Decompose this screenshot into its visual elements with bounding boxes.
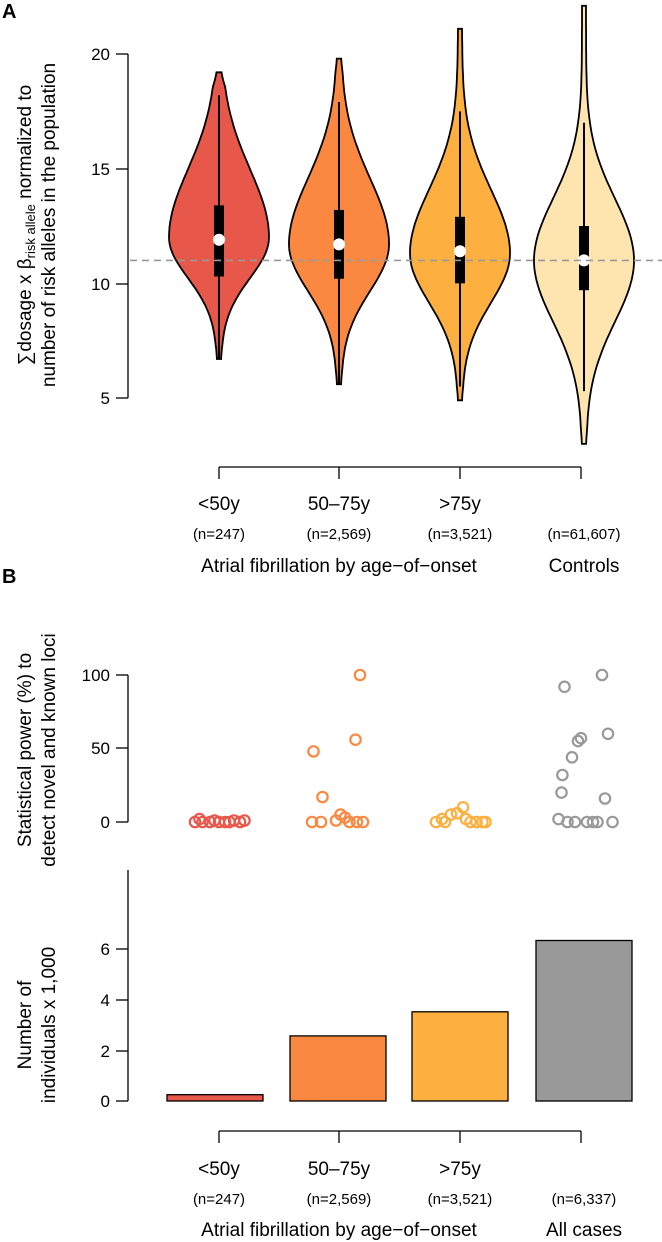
power-y-tick-label: 0 [101, 813, 110, 832]
bar-count-label: (n=247) [193, 1191, 245, 1208]
bar-y-axis-label: Number of individuals x 1,000 [15, 947, 60, 1103]
violin-group-label: 50–75y [308, 494, 371, 515]
violin-y-label-line1: ∑dosage x βrisk allele normalized to [15, 85, 38, 365]
violin-y-label-line2: number of risk alleles in the population [39, 63, 60, 387]
power-point [444, 808, 458, 821]
power-point [591, 815, 604, 829]
power-point [218, 815, 232, 829]
bar-category-label: 50–75y [308, 1159, 371, 1180]
violin-bracket-label: Atrial fibrillation by age−of−onset [201, 556, 477, 577]
individuals-bar-chart: 0 2 4 6 Number of individuals x 1,000 <5… [15, 870, 633, 1241]
violin-group-count: (n=3,521) [428, 526, 493, 543]
violin-median-point [578, 254, 590, 267]
bar-count-label: (n=2,569) [307, 1191, 372, 1208]
panel-b-label: B [2, 566, 16, 588]
power-point [307, 745, 320, 758]
bar-x-bracket [218, 1130, 582, 1143]
bar-y-label-line1: Number of [15, 980, 36, 1069]
power-point [429, 815, 443, 829]
violin-x-bracket [218, 466, 582, 479]
violins [168, 4, 635, 445]
power-point [238, 814, 251, 827]
power-point [555, 786, 568, 799]
power-point [456, 800, 470, 814]
violin-median-point [213, 233, 225, 246]
violin-y-axis-label: ∑dosage x βrisk allele normalized to num… [15, 63, 60, 387]
bar-category-label: >75y [439, 1159, 481, 1180]
power-scatter-chart: 0 50 100 Statistical power (%) to detect… [15, 633, 619, 867]
power-point [196, 815, 209, 829]
power-point [595, 668, 609, 682]
violin-median-point [333, 238, 345, 251]
individual-bars [166, 939, 633, 1102]
violin-y-tick-label: 5 [101, 389, 110, 408]
power-point [356, 815, 370, 829]
panel-a-label: A [2, 1, 16, 23]
power-point [470, 815, 483, 829]
power-point [314, 815, 328, 829]
bar-all-cases-label: All cases [546, 1220, 622, 1241]
violin-group-count: (n=61,607) [548, 526, 621, 543]
bar-y-tick-label: 2 [101, 1042, 110, 1061]
power-point [350, 815, 364, 829]
power-point [316, 790, 329, 804]
violin-y-tick-label: 10 [91, 275, 110, 294]
bar-y-tick-label: 0 [101, 1092, 110, 1111]
power-y-label-line1: Statistical power (%) to [15, 653, 36, 847]
violin-group-label: <50y [198, 494, 240, 515]
individuals-bar [166, 1094, 264, 1102]
bar-y-label-line2: individuals x 1,000 [39, 947, 60, 1103]
individuals-bar [535, 939, 633, 1102]
power-point [349, 733, 362, 746]
violin-y-axis: 5 10 15 20 [91, 45, 129, 408]
violin-median-point [454, 245, 466, 258]
power-point [565, 750, 579, 764]
bar-bracket-label: Atrial fibrillation by age−of−onset [201, 1220, 477, 1241]
power-point [479, 815, 492, 829]
power-point [568, 815, 582, 829]
bar-count-label: (n=3,521) [428, 1191, 493, 1208]
power-point [343, 815, 356, 829]
power-y-tick-label: 100 [82, 666, 110, 685]
power-point [558, 680, 571, 694]
power-point [305, 815, 319, 829]
violin-y-tick-label: 15 [91, 160, 110, 179]
power-y-label-line2: detect novel and known loci [39, 633, 60, 866]
power-y-axis-label: Statistical power (%) to detect novel an… [15, 633, 60, 866]
bar-count-label: (n=6,337) [552, 1191, 617, 1208]
power-points [188, 668, 619, 829]
power-point [598, 792, 612, 805]
power-point [464, 815, 477, 829]
power-point [586, 815, 600, 829]
individuals-bar [289, 1035, 387, 1102]
power-point [574, 731, 588, 745]
violin-y-tick-label: 20 [91, 45, 110, 64]
power-point [561, 815, 574, 829]
power-point [601, 727, 615, 741]
power-y-tick-label: 50 [91, 739, 110, 758]
violin-chart: 5 10 15 20 ∑dosage x βrisk allele normal… [15, 4, 662, 577]
individuals-bar [411, 1011, 509, 1102]
bar-y-tick-label: 4 [101, 991, 110, 1010]
violin-group-label: >75y [439, 494, 481, 515]
power-point [606, 815, 619, 829]
power-point [353, 668, 367, 682]
power-point [556, 768, 569, 782]
power-point [438, 815, 452, 829]
violin-group-count: (n=247) [193, 526, 245, 543]
power-point [571, 734, 585, 748]
violin-controls-label: Controls [549, 556, 620, 577]
bar-category-label: <50y [198, 1159, 240, 1180]
violin-group-count: (n=2,569) [307, 526, 372, 543]
bar-y-tick-label: 6 [101, 940, 110, 959]
